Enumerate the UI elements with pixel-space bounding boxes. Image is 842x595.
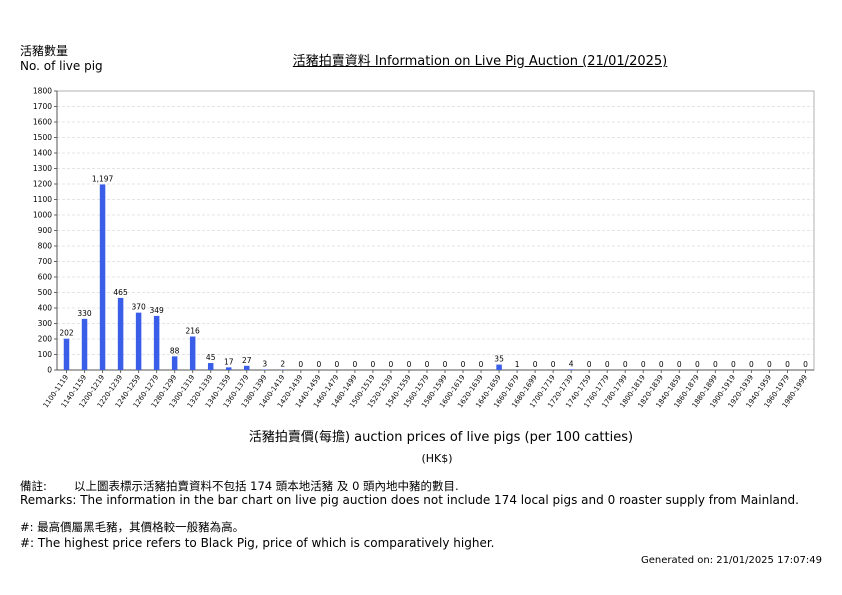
data-label: 45 [206,353,216,362]
data-label: 370 [131,303,146,312]
data-label: 0 [425,360,430,369]
data-label: 17 [224,357,234,366]
data-label: 27 [242,356,252,365]
data-label: 0 [443,360,448,369]
y-tick-label: 1300 [33,164,52,173]
data-label: 330 [77,309,92,318]
data-label: 4 [569,359,574,368]
data-label: 0 [605,360,610,369]
data-label: 0 [731,360,736,369]
y-tick-label: 300 [38,319,53,328]
y-tick-label: 200 [38,335,53,344]
data-label: 0 [334,360,339,369]
data-label: 465 [113,288,128,297]
generated-timestamp: Generated on: 21/01/2025 17:07:49 [641,555,822,566]
data-label: 1,197 [92,174,114,183]
bar-chart: 0100200300400500600700800900100011001200… [33,87,815,409]
y-tick-label: 1400 [33,149,52,158]
data-label: 3 [262,360,267,369]
y-tick-label: 1000 [33,211,52,220]
bar [496,364,502,370]
data-label: 0 [767,360,772,369]
bar [153,315,160,370]
bar [225,367,232,370]
note-zh: #: 最高價屬黑毛豬，其價格較一般豬為高。 [20,520,245,534]
bar [99,184,106,370]
y-tick-label: 0 [47,366,52,375]
data-label: 2 [280,360,285,369]
y-tick-label: 1600 [33,118,52,127]
data-label: 0 [389,360,394,369]
data-label: 0 [587,360,592,369]
remarks-zh-text: 以上圖表標示活豬拍賣資料不包括 174 頭本地活豬 及 0 頭內地中豬的數目. [74,479,459,493]
data-label: 0 [641,360,646,369]
bar [117,297,124,370]
data-label: 202 [59,329,74,338]
y-tick-label: 500 [38,288,53,297]
y-tick-label: 600 [38,273,53,282]
chart-title: 活豬拍賣資料 Information on Live Pig Auction (… [292,54,668,69]
data-label: 349 [149,306,164,315]
x-axis-unit: (HK$) [421,452,453,465]
data-label: 88 [170,346,180,355]
data-label: 0 [316,360,321,369]
bar [171,356,178,370]
y-tick-label: 400 [38,304,53,313]
bar [244,365,250,370]
bar [81,318,88,370]
data-label: 0 [371,360,376,369]
data-label: 0 [353,360,358,369]
data-label: 0 [659,360,664,369]
bar [189,336,196,370]
data-label: 0 [803,360,808,369]
data-label: 0 [713,360,718,369]
y-axis-title-en: No. of live pig [20,59,103,73]
data-label: 0 [695,360,700,369]
bar [207,363,214,370]
data-label: 0 [479,360,484,369]
y-tick-label: 700 [38,257,53,266]
remarks-en: Remarks: The information in the bar char… [20,493,799,507]
bar [568,369,574,370]
data-label: 0 [551,360,556,369]
y-tick-label: 1200 [33,180,52,189]
note-en: #: The highest price refers to Black Pig… [20,536,495,550]
data-label: 0 [677,360,682,369]
data-label: 0 [533,360,538,369]
y-tick-label: 900 [38,226,53,235]
data-label: 0 [623,360,628,369]
y-tick-label: 1800 [33,87,52,96]
data-label: 0 [461,360,466,369]
data-label: 0 [749,360,754,369]
bar [135,312,142,370]
data-label: 0 [298,360,303,369]
data-label: 0 [407,360,412,369]
bar [63,338,70,370]
y-tick-label: 1500 [33,133,52,142]
data-label: 0 [785,360,790,369]
data-label: 35 [494,355,504,364]
y-tick-label: 1700 [33,102,52,111]
x-axis-title: 活豬拍賣價(每擔) auction prices of live pigs (p… [248,430,634,445]
remarks-zh-label: 備註: [20,479,47,493]
data-label: 216 [186,327,201,336]
y-axis-title-zh: 活豬數量 [20,44,69,58]
data-label: 1 [515,360,520,369]
y-tick-label: 100 [38,350,53,359]
y-tick-label: 800 [38,242,53,251]
plot-area [56,90,815,371]
y-tick-label: 1100 [33,195,52,204]
remarks-zh: 備註: 以上圖表標示活豬拍賣資料不包括 174 頭本地活豬 及 0 頭內地中豬的數… [20,478,459,494]
